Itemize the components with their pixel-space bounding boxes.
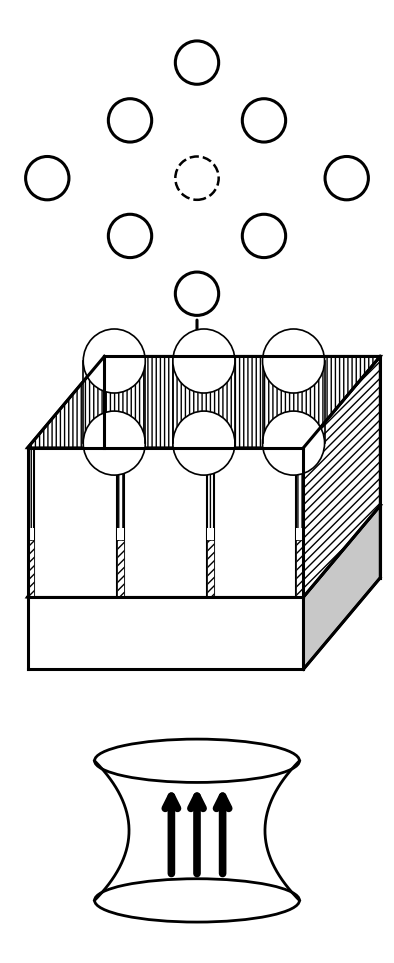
Ellipse shape bbox=[262, 329, 325, 393]
Bar bbox=[28, 448, 303, 597]
Bar bbox=[207, 529, 214, 540]
Ellipse shape bbox=[242, 98, 286, 143]
Bar bbox=[207, 540, 214, 597]
Ellipse shape bbox=[173, 329, 235, 393]
Bar bbox=[296, 540, 303, 597]
Ellipse shape bbox=[173, 411, 235, 475]
Ellipse shape bbox=[175, 156, 219, 200]
Ellipse shape bbox=[108, 98, 152, 143]
Polygon shape bbox=[303, 506, 380, 669]
Ellipse shape bbox=[175, 272, 219, 316]
Bar bbox=[28, 540, 35, 597]
Ellipse shape bbox=[325, 156, 368, 200]
Polygon shape bbox=[28, 356, 380, 448]
Ellipse shape bbox=[242, 214, 286, 258]
Ellipse shape bbox=[108, 214, 152, 258]
Ellipse shape bbox=[262, 411, 325, 475]
Bar bbox=[117, 540, 124, 597]
Bar bbox=[35, 448, 117, 597]
Bar bbox=[28, 529, 35, 540]
Bar bbox=[28, 597, 303, 669]
Bar bbox=[214, 448, 296, 597]
Bar bbox=[117, 529, 124, 540]
Bar bbox=[296, 529, 303, 540]
Polygon shape bbox=[28, 506, 380, 597]
Ellipse shape bbox=[26, 156, 69, 200]
Bar bbox=[28, 448, 303, 597]
Ellipse shape bbox=[83, 411, 145, 475]
Ellipse shape bbox=[175, 40, 219, 85]
Bar bbox=[124, 448, 207, 597]
Ellipse shape bbox=[83, 329, 145, 393]
Polygon shape bbox=[303, 356, 380, 597]
